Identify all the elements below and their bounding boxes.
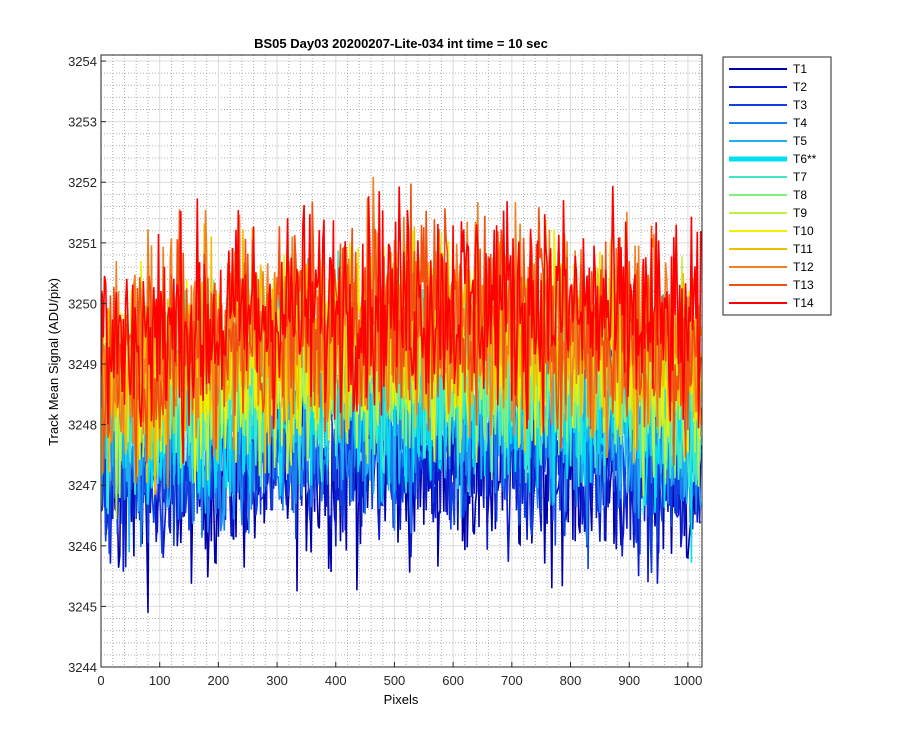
x-tick-label: 300 <box>266 673 288 688</box>
legend-label: T8 <box>793 188 807 202</box>
legend-label: T1 <box>793 62 807 76</box>
x-tick-label: 100 <box>149 673 171 688</box>
legend-label: T7 <box>793 170 807 184</box>
y-axis-ticks: 3244 3245 3246 3247 3248 3249 3250 3251 3252 3253… <box>68 54 106 675</box>
y-tick-label: 3244 <box>68 660 97 675</box>
x-tick-label: 1000 <box>673 673 702 688</box>
series-group <box>101 176 702 613</box>
y-tick-label: 3246 <box>68 539 97 554</box>
axes-box <box>100 54 703 668</box>
y-tick-label: 3250 <box>68 296 97 311</box>
legend-label: T14 <box>793 296 814 310</box>
y-tick-label: 3249 <box>68 357 97 372</box>
y-tick-label: 3247 <box>68 478 97 493</box>
legend-label: T10 <box>793 224 814 238</box>
y-axis-label: Track Mean Signal (ADU/pix) <box>46 278 61 446</box>
x-tick-label: 800 <box>560 673 582 688</box>
legend-label: T12 <box>793 260 814 274</box>
x-tick-label: 500 <box>384 673 406 688</box>
series-line-T14 <box>101 185 702 464</box>
legend-label: T9 <box>793 206 807 220</box>
series-lines <box>101 176 702 613</box>
x-tick-label: 0 <box>97 673 104 688</box>
y-tick-label: 3254 <box>68 54 97 69</box>
legend-label: T11 <box>793 242 813 256</box>
x-tick-label: 200 <box>208 673 230 688</box>
series-line-T5 <box>101 290 702 553</box>
x-tick-label: 600 <box>442 673 464 688</box>
legend-label: T13 <box>793 278 814 292</box>
legend-label: T3 <box>793 98 807 112</box>
x-tick-label: 400 <box>325 673 347 688</box>
x-axis-label: Pixels <box>384 692 419 707</box>
series-line-T13 <box>101 183 702 484</box>
y-tick-label: 3245 <box>68 599 97 614</box>
x-tick-label: 900 <box>618 673 640 688</box>
x-axis-ticks: 0 100 200 300 400 500 600 700 800 900 1000 <box>97 662 702 688</box>
legend-label: T5 <box>793 134 807 148</box>
y-tick-label: 3248 <box>68 418 97 433</box>
axes <box>100 54 703 668</box>
legend-label: T4 <box>793 116 807 130</box>
y-tick-label: 3252 <box>68 175 97 190</box>
legend-label: T2 <box>793 80 807 94</box>
y-tick-label: 3251 <box>68 236 97 251</box>
legend: T1 T2 T3 T4 T5 T6** T7 T8 T9 T10 T11 T12 T13 T14 <box>722 56 832 316</box>
x-tick-label: 700 <box>501 673 523 688</box>
chart-title: BS05 Day03 20200207-Lite-034 int time = … <box>254 36 548 51</box>
legend-box <box>722 56 832 316</box>
legend-label: T6** <box>793 152 817 166</box>
y-tick-label: 3253 <box>68 115 97 130</box>
